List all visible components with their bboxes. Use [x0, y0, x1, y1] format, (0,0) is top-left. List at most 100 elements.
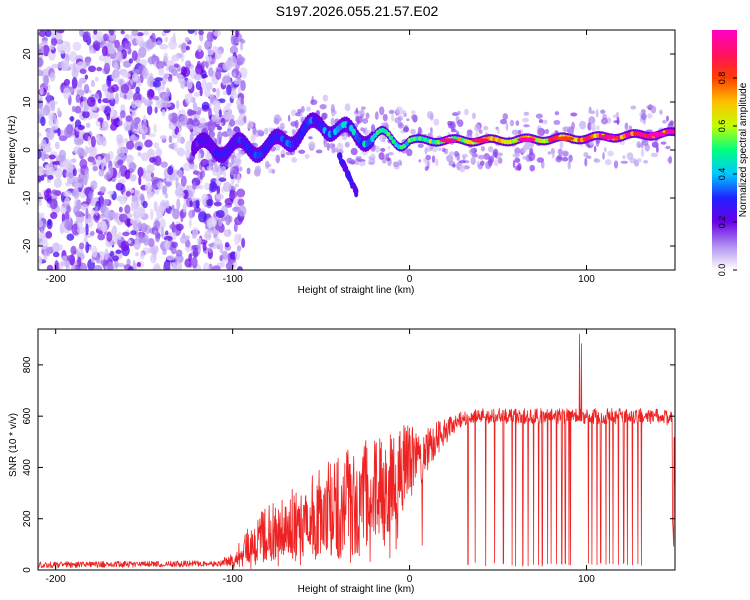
heatmap-cell	[223, 111, 231, 120]
heatmap-cell	[410, 128, 416, 135]
heatmap-cell	[166, 255, 176, 261]
heatmap-cell	[556, 154, 563, 160]
heatmap-cell	[122, 40, 132, 50]
heatmap-cell	[39, 86, 44, 96]
heatmap-cell	[163, 261, 171, 270]
heatmap-cell	[79, 158, 88, 169]
heatmap-cell	[256, 129, 263, 134]
heatmap-cell	[110, 229, 116, 235]
heatmap-cell	[156, 40, 162, 46]
heatmap-cell	[213, 30, 222, 37]
heatmap-cell	[114, 61, 119, 73]
heatmap-cell	[165, 87, 170, 97]
heatmap-cell	[487, 146, 494, 153]
heatmap-cell	[61, 255, 67, 261]
heatmap-hotspot	[517, 137, 536, 142]
heatmap-cell	[87, 218, 94, 228]
heatmap-cell	[133, 116, 141, 124]
heatmap-cell	[201, 60, 207, 68]
heatmap-cell	[74, 105, 82, 114]
heatmap-cell	[106, 112, 111, 121]
heatmap-cell	[51, 189, 58, 195]
heatmap-cell	[114, 92, 119, 105]
spectrogram-ytick-label: 0	[22, 147, 33, 153]
heatmap-cell	[126, 212, 133, 219]
heatmap-cell	[295, 135, 301, 143]
heatmap-cell	[40, 174, 45, 181]
heatmap-cell	[131, 111, 137, 118]
heatmap-cell	[502, 113, 509, 120]
heatmap-cell	[56, 30, 65, 34]
heatmap-cell	[234, 171, 238, 180]
heatmap-cell	[604, 146, 607, 153]
heatmap-cell	[115, 249, 122, 254]
heatmap-cell	[216, 87, 220, 99]
heatmap-cell	[70, 116, 74, 122]
heatmap-cell	[92, 160, 97, 166]
heatmap-cell	[236, 53, 243, 66]
heatmap-cell	[91, 245, 98, 258]
heatmap-cell	[137, 151, 142, 157]
heatmap-cell	[144, 173, 153, 182]
heatmap-cell	[204, 182, 210, 191]
heatmap-cell	[430, 127, 433, 132]
heatmap-cell	[457, 110, 461, 116]
heatmap-cell	[494, 151, 498, 159]
heatmap-cell	[394, 117, 402, 124]
heatmap-cell	[219, 254, 223, 262]
heatmap-cell	[234, 249, 241, 261]
heatmap-cell	[240, 39, 246, 44]
heatmap-cell	[51, 30, 56, 39]
heatmap-cell	[136, 261, 142, 268]
snr-xtick-label: -200	[46, 574, 66, 585]
heatmap-cell	[520, 147, 527, 153]
heatmap-cell	[197, 152, 202, 161]
heatmap-cell	[93, 264, 103, 270]
heatmap-cell	[200, 74, 209, 79]
heatmap-cell	[441, 147, 446, 153]
heatmap-cell	[452, 112, 459, 117]
heatmap-cell	[348, 160, 356, 165]
heatmap-cell	[280, 153, 285, 158]
heatmap-cell	[483, 125, 489, 131]
heatmap-cell	[212, 171, 220, 177]
heatmap-cell	[475, 132, 479, 138]
heatmap-cell	[103, 62, 111, 75]
heatmap-cell	[50, 37, 58, 47]
heatmap-cell	[109, 97, 116, 107]
heatmap-cell	[509, 119, 515, 127]
heatmap-cell	[116, 134, 124, 144]
heatmap-cell	[144, 99, 150, 105]
heatmap-cell	[130, 200, 138, 213]
heatmap-cell	[185, 140, 193, 153]
heatmap-cell	[298, 130, 303, 138]
heatmap-cell	[66, 204, 71, 214]
heatmap-cell	[128, 266, 134, 270]
snr-panel: -200 -100 0 100 0 200 400 600 800 Height of stra…	[8, 328, 676, 595]
heatmap-cell	[234, 183, 239, 188]
heatmap-cell	[151, 32, 156, 43]
heatmap-cell	[571, 121, 575, 130]
heatmap-cell	[602, 152, 605, 160]
heatmap-cell	[464, 108, 469, 116]
heatmap-cell	[60, 205, 66, 214]
heatmap-cell	[175, 249, 183, 257]
heatmap-cell	[70, 245, 77, 255]
heatmap-cell	[197, 242, 201, 255]
heatmap-cell	[300, 105, 305, 113]
heatmap-cell	[315, 149, 323, 154]
heatmap-cell	[218, 177, 227, 182]
heatmap-cell	[86, 96, 96, 108]
heatmap-cell	[243, 115, 247, 124]
heatmap-cell	[208, 55, 213, 63]
heatmap-cell	[247, 120, 254, 129]
heatmap-cell	[210, 162, 214, 171]
heatmap-cell	[505, 122, 509, 131]
heatmap-cell	[586, 155, 592, 159]
heatmap-cell	[195, 199, 200, 209]
heatmap-cell	[168, 64, 175, 73]
heatmap-cell	[118, 213, 128, 223]
heatmap-cell	[429, 145, 433, 151]
heatmap-cell	[100, 215, 105, 222]
heatmap-cell	[102, 33, 110, 40]
